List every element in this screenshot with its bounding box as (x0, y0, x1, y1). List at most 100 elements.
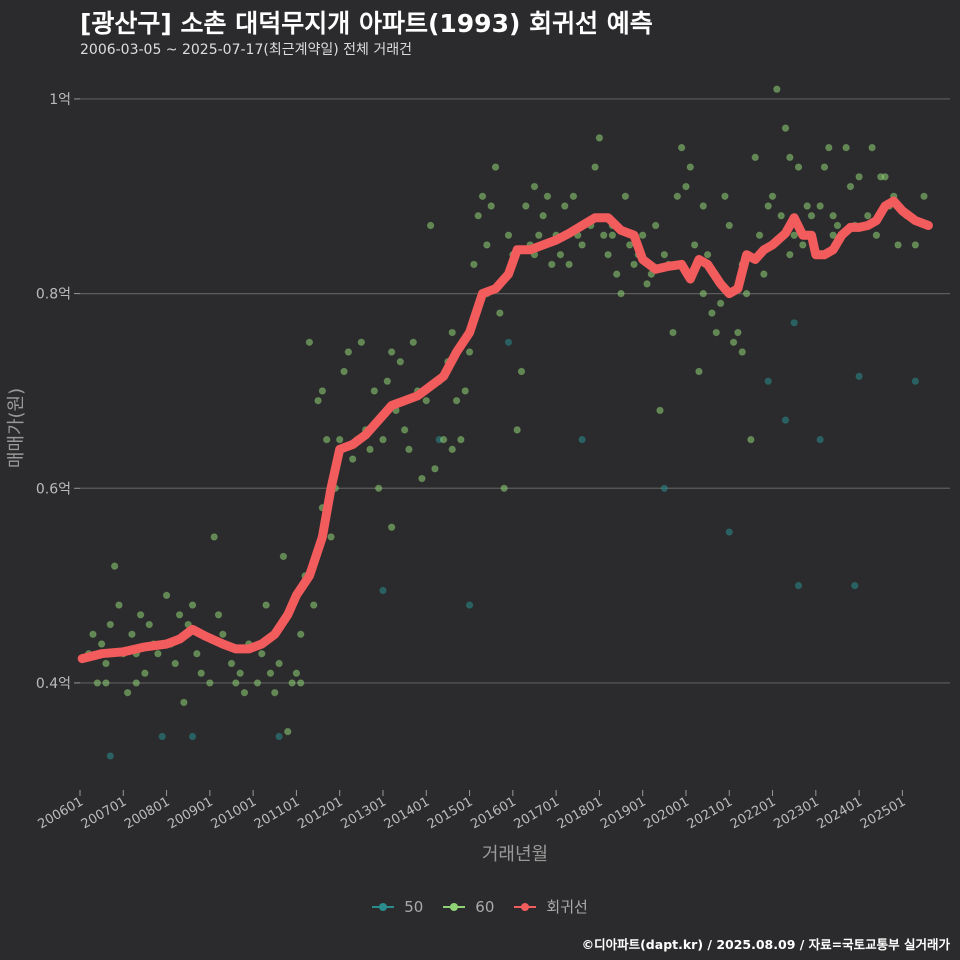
point-60-123 (656, 406, 664, 415)
point-60-94 (522, 202, 530, 210)
point-60-140 (734, 328, 742, 337)
point-60-182 (275, 659, 283, 668)
legend-item-60: 60 (443, 898, 494, 916)
point-60-78 (452, 396, 461, 405)
point-60-186 (387, 523, 396, 531)
point-60-144 (751, 153, 759, 162)
point-60-35 (258, 650, 266, 658)
point-60-183 (297, 679, 305, 687)
point-50-13 (794, 581, 803, 590)
point-60-2 (93, 679, 102, 687)
point-60-147 (764, 202, 772, 210)
point-60-30 (227, 659, 236, 668)
point-60-48 (318, 387, 327, 395)
point-60-23 (188, 601, 197, 609)
point-60-31 (232, 679, 240, 687)
x-tick-label-0: 200601 (36, 794, 86, 832)
x-tick-label-6: 201201 (295, 794, 345, 832)
point-60-72 (426, 221, 435, 230)
point-60-17 (162, 591, 171, 600)
x-tick-label-11: 201701 (512, 794, 562, 832)
y-tick-label-0: 0.4억 (36, 676, 71, 692)
legend-label-regression: 회귀선 (546, 898, 588, 916)
point-50-10 (764, 377, 772, 385)
point-60-126 (673, 192, 682, 200)
point-60-84 (478, 192, 487, 200)
point-60-81 (465, 348, 474, 356)
point-60-180 (197, 669, 205, 677)
point-60-181 (236, 669, 244, 677)
point-60-3 (97, 640, 106, 648)
point-60-55 (348, 455, 357, 463)
point-60-106 (578, 241, 586, 249)
point-60-28 (214, 611, 223, 619)
point-60-96 (530, 182, 539, 191)
point-60-93 (517, 367, 526, 376)
point-60-167 (855, 173, 863, 181)
x-tick-label-13: 201901 (598, 794, 648, 832)
point-60-165 (846, 182, 855, 191)
point-60-136 (716, 299, 725, 308)
point-60-24 (193, 650, 201, 658)
point-60-50 (327, 533, 335, 541)
point-60-120 (643, 280, 651, 288)
point-60-111 (604, 250, 612, 259)
point-60-122 (651, 221, 660, 230)
point-60-142 (742, 289, 751, 298)
x-tick-label-3: 200901 (165, 794, 215, 832)
point-60-41 (288, 679, 296, 687)
point-60-53 (340, 367, 348, 376)
x-tick-label-17: 202301 (771, 794, 821, 832)
point-60-40 (284, 727, 292, 736)
x-tick-label-10: 201601 (468, 794, 518, 832)
x-tick-label-8: 201401 (382, 794, 432, 832)
point-60-161 (825, 143, 833, 152)
point-60-145 (755, 231, 764, 239)
point-60-42 (292, 669, 301, 677)
point-60-54 (344, 348, 353, 356)
point-60-6 (110, 562, 119, 570)
point-60-164 (842, 143, 850, 152)
point-60-135 (712, 328, 720, 337)
point-60-119 (638, 231, 647, 239)
point-60-160 (820, 163, 829, 171)
point-60-149 (773, 85, 781, 93)
y-axis-ticks: 0.4억 0.6억 0.8억 1억 (36, 92, 80, 692)
point-60-9 (123, 688, 132, 697)
x-tick-label-9: 201501 (425, 794, 475, 832)
point-60-56 (357, 338, 366, 346)
y-axis-label: 매매가(원) (6, 388, 27, 468)
point-60-134 (708, 309, 716, 317)
point-60-109 (595, 134, 604, 142)
point-60-71 (422, 396, 430, 405)
x-tick-label-19: 202501 (858, 794, 908, 832)
point-60-7 (115, 601, 123, 609)
point-60-114 (617, 289, 625, 298)
point-60-90 (504, 231, 513, 239)
point-60-154 (794, 163, 803, 171)
point-50-3 (275, 732, 283, 741)
point-60-143 (747, 435, 755, 444)
point-60-10 (128, 630, 136, 638)
scatter-points (84, 85, 928, 760)
x-tick-label-5: 201101 (252, 794, 302, 832)
point-60-150 (777, 212, 785, 220)
point-60-178 (102, 679, 110, 687)
point-50-17 (911, 377, 920, 385)
point-60-1 (89, 630, 97, 638)
point-60-88 (496, 309, 504, 317)
legend-label-50: 50 (404, 897, 424, 916)
x-tick-label-18: 202401 (815, 794, 865, 832)
point-50-16 (855, 372, 863, 381)
y-tick-label-2: 0.8억 (36, 287, 71, 303)
point-60-117 (630, 260, 638, 269)
point-60-89 (500, 484, 508, 492)
point-60-102 (556, 250, 565, 259)
point-60-80 (461, 387, 469, 395)
point-50-14 (816, 435, 824, 444)
point-60-156 (803, 202, 811, 210)
point-50-12 (790, 319, 798, 327)
y-tick-label-1: 0.6억 (36, 481, 71, 497)
point-60-37 (266, 669, 275, 677)
point-60-60 (374, 484, 383, 492)
